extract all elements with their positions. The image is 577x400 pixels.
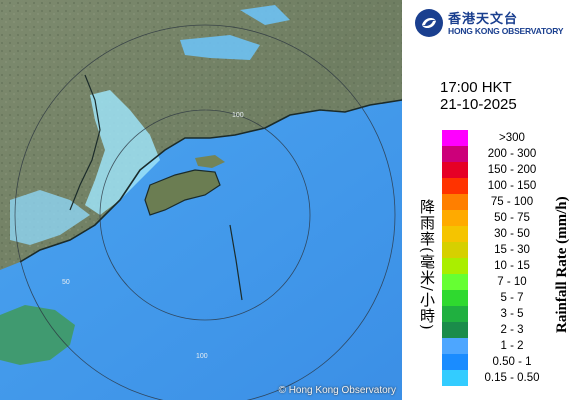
legend-swatch xyxy=(442,226,468,242)
legend-swatch xyxy=(442,210,468,226)
legend-label: 10 - 15 xyxy=(494,260,530,272)
observatory-emblem-icon xyxy=(415,9,443,37)
legend-label: 30 - 50 xyxy=(494,228,530,240)
time-label: 17:00 HKT xyxy=(440,79,512,96)
legend-swatch xyxy=(442,194,468,210)
legend-label: 3 - 5 xyxy=(500,308,524,320)
date-label: 21-10-2025 xyxy=(440,96,517,113)
range-label-1: 50 xyxy=(62,279,70,286)
southern-land xyxy=(0,305,75,365)
legend-swatch xyxy=(442,258,468,274)
radar-map-image: 50 100 100 xyxy=(0,0,402,400)
rain-echo-sea xyxy=(0,100,402,400)
legend-label: 1 - 2 xyxy=(500,340,524,352)
logo-name-chinese: 香港天文台 xyxy=(448,12,519,27)
legend-swatch xyxy=(442,130,468,146)
legend-swatch xyxy=(442,242,468,258)
legend-labels: >300 200 - 300 150 - 200 100 - 150 75 - 100 5… xyxy=(474,130,550,386)
legend-label: 75 - 100 xyxy=(490,196,534,208)
legend-title-chinese: 降雨率(毫米/小時) xyxy=(418,199,436,331)
logo-name-english: HONG KONG OBSERVATORY xyxy=(448,26,564,36)
timestamp: 17:00 HKT 21-10-2025 xyxy=(440,79,517,113)
range-label-3: 100 xyxy=(196,353,208,360)
legend-label: 200 - 300 xyxy=(487,148,537,160)
range-ring-outer xyxy=(14,24,396,400)
legend-color-scale xyxy=(442,130,468,386)
legend-swatch xyxy=(442,338,468,354)
legend-swatch xyxy=(442,274,468,290)
legend-swatch xyxy=(442,306,468,322)
legend-label: 150 - 200 xyxy=(487,164,537,176)
legend-title-english: Rainfall Rate (mm/h) xyxy=(554,196,570,334)
legend-label: >300 xyxy=(499,132,525,144)
legend-swatch xyxy=(442,322,468,338)
legend-label: 7 - 10 xyxy=(497,276,527,288)
legend-swatch xyxy=(442,178,468,194)
copyright-notice: © Hong Kong Observatory xyxy=(278,385,396,396)
legend-swatch xyxy=(442,146,468,162)
legend-label: 50 - 75 xyxy=(494,212,530,224)
radar-map: 50 100 100 © Hong Kong Observatory xyxy=(0,0,402,400)
range-label-2: 100 xyxy=(232,112,244,119)
hong-kong-island xyxy=(145,170,220,215)
rain-echo-light xyxy=(85,90,160,215)
legend-label: 0.50 - 1 xyxy=(492,356,532,368)
range-ring-inner xyxy=(99,109,311,321)
legend-label: 0.15 - 0.50 xyxy=(484,372,540,384)
legend-swatch xyxy=(442,162,468,178)
observatory-logo: 香港天文台 HONG KONG OBSERVATORY xyxy=(414,6,574,40)
legend-swatch xyxy=(442,370,468,386)
legend-swatch xyxy=(442,354,468,370)
legend-swatch xyxy=(442,290,468,306)
legend-panel: 香港天文台 HONG KONG OBSERVATORY 17:00 HKT 21… xyxy=(402,0,577,400)
legend-label: 2 - 3 xyxy=(500,324,524,336)
legend-label: 15 - 30 xyxy=(494,244,530,256)
legend-label: 100 - 150 xyxy=(487,180,537,192)
legend-label: 5 - 7 xyxy=(500,292,524,304)
